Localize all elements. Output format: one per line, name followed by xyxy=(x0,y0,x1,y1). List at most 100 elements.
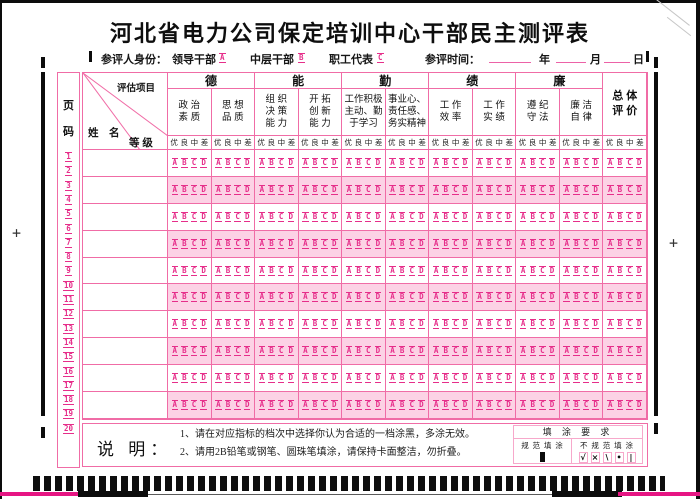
bubble-b[interactable]: B xyxy=(355,211,362,222)
bubble-c[interactable]: C xyxy=(582,346,590,357)
bubble-b[interactable]: B xyxy=(529,238,537,249)
bubble-c[interactable]: C xyxy=(364,319,372,330)
bubble-c[interactable]: C xyxy=(626,157,633,168)
bubble-d[interactable]: D xyxy=(243,211,251,222)
bubble-d[interactable]: D xyxy=(548,400,556,411)
bubble-b[interactable]: B xyxy=(224,346,232,357)
bubble-a[interactable]: A xyxy=(302,157,309,168)
bubble-b[interactable]: B xyxy=(573,184,580,195)
bubble-a[interactable]: A xyxy=(607,346,614,357)
bubble-d[interactable]: D xyxy=(374,238,382,249)
bubble-a[interactable]: A xyxy=(476,292,483,303)
bubble-b[interactable]: B xyxy=(573,400,580,411)
bubble-c[interactable]: C xyxy=(234,238,241,249)
bubble-d[interactable]: D xyxy=(200,157,207,168)
bubble-a[interactable]: A xyxy=(563,346,570,357)
page-code-bubble-17[interactable]: 17 xyxy=(58,375,79,393)
bubble-d[interactable]: D xyxy=(461,400,469,411)
bubble-c[interactable]: C xyxy=(408,373,416,384)
bubble-a[interactable]: A xyxy=(171,211,179,222)
bubble-c[interactable]: C xyxy=(234,211,241,222)
bubble-d[interactable]: D xyxy=(592,157,599,168)
name-cell-row-4[interactable] xyxy=(83,230,168,258)
bubble-b[interactable]: B xyxy=(442,400,449,411)
bubble-b[interactable]: B xyxy=(529,157,537,168)
bubble-c[interactable]: C xyxy=(495,292,503,303)
bubble-b[interactable]: B xyxy=(616,319,624,330)
bubble-a[interactable]: A xyxy=(345,238,353,249)
bubble-a[interactable]: A xyxy=(302,238,309,249)
bubble-c[interactable]: C xyxy=(408,184,416,195)
bubble-c[interactable]: C xyxy=(452,319,459,330)
bubble-b[interactable]: B xyxy=(268,157,275,168)
bubble-c[interactable]: C xyxy=(364,238,372,249)
page-code-bubble-5[interactable]: 5 xyxy=(58,203,79,221)
bubble-b[interactable]: B xyxy=(442,346,449,357)
page-code-bubble-6[interactable]: 6 xyxy=(58,218,79,236)
bubble-d[interactable]: D xyxy=(243,346,251,357)
bubble-b[interactable]: B xyxy=(224,265,232,276)
bubble-c[interactable]: C xyxy=(190,346,198,357)
bubble-b[interactable]: B xyxy=(311,319,319,330)
bubble-d[interactable]: D xyxy=(505,346,512,357)
bubble-d[interactable]: D xyxy=(243,400,251,411)
bubble-d[interactable]: D xyxy=(505,400,512,411)
bubble-a[interactable]: A xyxy=(519,346,527,357)
bubble-d[interactable]: D xyxy=(287,346,295,357)
bubble-c[interactable]: C xyxy=(495,157,503,168)
bubble-a[interactable]: A xyxy=(215,319,222,330)
bubble-d[interactable]: D xyxy=(418,319,425,330)
bubble-b[interactable]: B xyxy=(442,184,449,195)
bubble-c[interactable]: C xyxy=(582,238,590,249)
bubble-d[interactable]: D xyxy=(287,157,295,168)
bubble-b[interactable]: B xyxy=(181,265,188,276)
bubble-b[interactable]: B xyxy=(529,400,537,411)
bubble-b[interactable]: B xyxy=(398,292,406,303)
bubble-c[interactable]: C xyxy=(539,373,546,384)
bubble-d[interactable]: D xyxy=(243,157,251,168)
bubble-a[interactable]: A xyxy=(476,184,483,195)
bubble-d[interactable]: D xyxy=(287,238,295,249)
bubble-d[interactable]: D xyxy=(548,319,556,330)
bubble-a[interactable]: A xyxy=(432,319,440,330)
bubble-d[interactable]: D xyxy=(548,211,556,222)
bubble-a[interactable]: A xyxy=(519,184,527,195)
bubble-a[interactable]: A xyxy=(432,211,440,222)
bubble-d[interactable]: D xyxy=(635,292,643,303)
bubble-b[interactable]: B xyxy=(529,319,537,330)
bubble-b[interactable]: B xyxy=(311,292,319,303)
bubble-d[interactable]: D xyxy=(287,292,295,303)
bubble-b[interactable]: B xyxy=(224,373,232,384)
bubble-a[interactable]: A xyxy=(563,211,570,222)
bubble-a[interactable]: A xyxy=(432,265,440,276)
bubble-b[interactable]: B xyxy=(355,319,362,330)
bubble-b[interactable]: B xyxy=(398,265,406,276)
bubble-d[interactable]: D xyxy=(374,292,382,303)
bubble-b[interactable]: B xyxy=(181,211,188,222)
bubble-c[interactable]: C xyxy=(582,400,590,411)
bubble-c[interactable]: C xyxy=(452,346,459,357)
bubble-d[interactable]: D xyxy=(331,319,338,330)
bubble-a[interactable]: A xyxy=(607,211,614,222)
bubble-d[interactable]: D xyxy=(374,265,382,276)
bubble-c[interactable]: C xyxy=(452,373,459,384)
bubble-a[interactable]: A xyxy=(432,184,440,195)
bubble-c[interactable]: C xyxy=(277,373,285,384)
name-cell-row-5[interactable] xyxy=(83,257,168,285)
bubble-a[interactable]: A xyxy=(389,265,396,276)
bubble-b[interactable]: B xyxy=(311,211,319,222)
bubble-a[interactable]: A xyxy=(258,373,266,384)
bubble-c[interactable]: C xyxy=(626,400,633,411)
bubble-b[interactable]: B xyxy=(181,157,188,168)
bubble-b[interactable]: B xyxy=(181,319,188,330)
bubble-d[interactable]: D xyxy=(200,346,207,357)
bubble-d[interactable]: D xyxy=(461,211,469,222)
bubble-a[interactable]: A xyxy=(563,265,570,276)
bubble-a[interactable]: A xyxy=(345,157,353,168)
bubble-d[interactable]: D xyxy=(505,211,512,222)
bubble-b[interactable]: B xyxy=(355,238,362,249)
bubble-c[interactable]: C xyxy=(364,400,372,411)
bubble-b[interactable]: B xyxy=(485,373,493,384)
bubble-b[interactable]: B xyxy=(573,157,580,168)
bubble-d[interactable]: D xyxy=(331,211,338,222)
